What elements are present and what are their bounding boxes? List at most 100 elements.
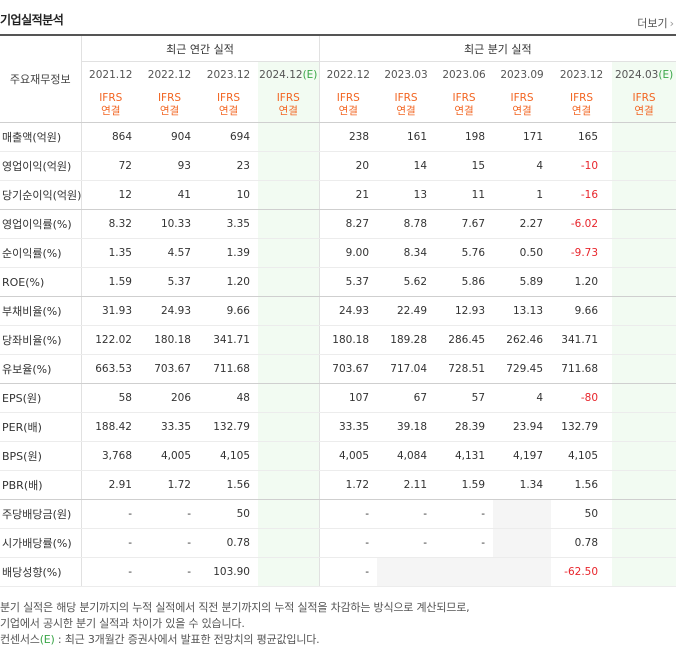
period-header: 2023.09 bbox=[493, 62, 551, 88]
period-label: 2023.12 bbox=[206, 68, 251, 81]
quarter-value: 33.35 bbox=[318, 412, 378, 442]
table-row: ROE(%) 1.59 5.37 1.20 5.37 5.62 5.86 5.89 1.20 bbox=[0, 267, 677, 297]
chevron-right-icon: › bbox=[669, 17, 674, 30]
annual-value: 3,768 bbox=[81, 441, 140, 471]
annual-value: 206 bbox=[140, 383, 199, 413]
quarter-value: -10 bbox=[551, 151, 613, 181]
period-header: 2023.03 bbox=[377, 62, 435, 88]
accounting-standard: IFRS 연결 bbox=[612, 87, 677, 123]
quarter-value bbox=[612, 209, 677, 239]
quarter-value: 22.49 bbox=[377, 296, 436, 326]
section-title: 기업실적분석 bbox=[0, 13, 64, 27]
accounting-scope: 연결 bbox=[512, 104, 532, 117]
annual-value bbox=[258, 499, 320, 529]
quarter-value bbox=[612, 180, 677, 210]
annual-value bbox=[258, 557, 320, 587]
table-row: EPS(원) 58 206 48 107 67 57 4 -80 bbox=[0, 383, 677, 413]
quarter-value: 0.78 bbox=[551, 528, 613, 558]
row-header: 주요재무정보 bbox=[0, 34, 82, 123]
quarter-value bbox=[612, 412, 677, 442]
annual-value bbox=[258, 296, 320, 326]
period-label: 2022.12 bbox=[326, 68, 370, 81]
quarter-value: 198 bbox=[435, 122, 494, 152]
quarter-value: 107 bbox=[318, 383, 378, 413]
quarter-value: 23.94 bbox=[493, 412, 552, 442]
annual-value bbox=[258, 238, 320, 268]
annual-value: 8.32 bbox=[81, 209, 140, 239]
annual-value bbox=[258, 354, 320, 384]
annual-value bbox=[258, 441, 320, 471]
quarter-value: 14 bbox=[377, 151, 436, 181]
quarter-value: 711.68 bbox=[551, 354, 613, 384]
annual-value bbox=[258, 325, 320, 355]
quarter-value: 165 bbox=[551, 122, 613, 152]
quarter-value: 1 bbox=[493, 180, 552, 210]
table-row: 주당배당금(원) - -50- - -50 bbox=[0, 499, 677, 529]
annual-value bbox=[258, 209, 320, 239]
quarter-value: 286.45 bbox=[435, 325, 494, 355]
quarter-value: 5.86 bbox=[435, 267, 494, 297]
table-row: 영업이익(억원) 72 93 23 20 14 15 4 -10 bbox=[0, 151, 677, 181]
quarter-value: 1.56 bbox=[551, 470, 613, 500]
period-header: 2022.12 bbox=[140, 62, 199, 88]
quarter-value: 5.89 bbox=[493, 267, 552, 297]
footnote-line: 기업에서 공시한 분기 실적과 차이가 있을 수 있습니다. bbox=[0, 617, 245, 630]
annual-value: 93 bbox=[140, 151, 199, 181]
annual-value: 904 bbox=[140, 122, 199, 152]
quarter-value: 262.46 bbox=[493, 325, 552, 355]
annual-value: 711.68 bbox=[199, 354, 258, 384]
quarter-value: 2.27 bbox=[493, 209, 552, 239]
quarter-value: 8.78 bbox=[377, 209, 436, 239]
table-row: 유보율(%) 663.53 703.67 711.68 703.67 717.04 728.… bbox=[0, 354, 677, 384]
quarter-value: 2.11 bbox=[377, 470, 436, 500]
annual-value: 188.42 bbox=[81, 412, 140, 442]
annual-value: 0.78 bbox=[199, 528, 258, 558]
quarter-value bbox=[612, 325, 677, 355]
quarter-value: 1.34 bbox=[493, 470, 552, 500]
quarter-value: 20 bbox=[318, 151, 378, 181]
annual-value: 1.72 bbox=[140, 470, 199, 500]
row-label: 매출액(억원) bbox=[0, 122, 82, 152]
accounting-basis: IFRS bbox=[276, 91, 300, 104]
annual-value: - bbox=[140, 499, 199, 529]
row-label: PBR(배) bbox=[0, 470, 82, 500]
quarter-value: 57 bbox=[435, 383, 494, 413]
row-label: EPS(원) bbox=[0, 383, 82, 413]
quarter-value: 728.51 bbox=[435, 354, 494, 384]
quarter-value bbox=[612, 499, 677, 529]
annual-value bbox=[258, 383, 320, 413]
period-label: 2023.09 bbox=[500, 68, 544, 81]
quarter-value: 7.67 bbox=[435, 209, 494, 239]
table-row: 순이익률(%) 1.35 4.57 1.39 9.00 8.34 5.76 0.50 -9.73 bbox=[0, 238, 677, 268]
quarter-value: 0.50 bbox=[493, 238, 552, 268]
financial-table: 주요재무정보 최근 연간 실적 최근 분기 실적 2021.12 2022.12 2… bbox=[0, 34, 677, 587]
more-link-label: 더보기 bbox=[637, 17, 668, 30]
accounting-scope: 연결 bbox=[159, 104, 180, 117]
table-row: 당좌비율(%) 122.02 180.18 341.71 180.18 189.28 286… bbox=[0, 325, 677, 355]
table-row: PER(배) 188.42 33.35 132.79 33.35 39.18 28.39 23… bbox=[0, 412, 677, 442]
accounting-scope: 연결 bbox=[571, 104, 592, 117]
quarter-value: 4,084 bbox=[377, 441, 436, 471]
quarter-value: 21 bbox=[318, 180, 378, 210]
quarter-value: 341.71 bbox=[551, 325, 613, 355]
quarter-value bbox=[377, 557, 436, 587]
quarter-value: - bbox=[377, 528, 436, 558]
accounting-scope: 연결 bbox=[338, 104, 358, 117]
more-link[interactable]: 더보기 › bbox=[637, 15, 674, 31]
quarter-value: 1.72 bbox=[318, 470, 378, 500]
quarter-value: 1.20 bbox=[551, 267, 613, 297]
quarter-value bbox=[612, 383, 677, 413]
annual-value: - bbox=[81, 499, 140, 529]
row-label: 영업이익률(%) bbox=[0, 209, 82, 239]
annual-value: 10.33 bbox=[140, 209, 199, 239]
quarter-group-header: 최근 분기 실적 bbox=[318, 34, 677, 62]
annual-value: 72 bbox=[81, 151, 140, 181]
quarter-value: 9.00 bbox=[318, 238, 378, 268]
quarter-value: 9.66 bbox=[551, 296, 613, 326]
annual-value: 10 bbox=[199, 180, 258, 210]
accounting-standard: IFRS 연결 bbox=[493, 87, 552, 123]
accounting-basis: IFRS bbox=[394, 91, 418, 104]
period-header: 2023.12 bbox=[551, 62, 612, 88]
quarter-value: 5.37 bbox=[318, 267, 378, 297]
accounting-standard: IFRS 연결 bbox=[318, 87, 378, 123]
